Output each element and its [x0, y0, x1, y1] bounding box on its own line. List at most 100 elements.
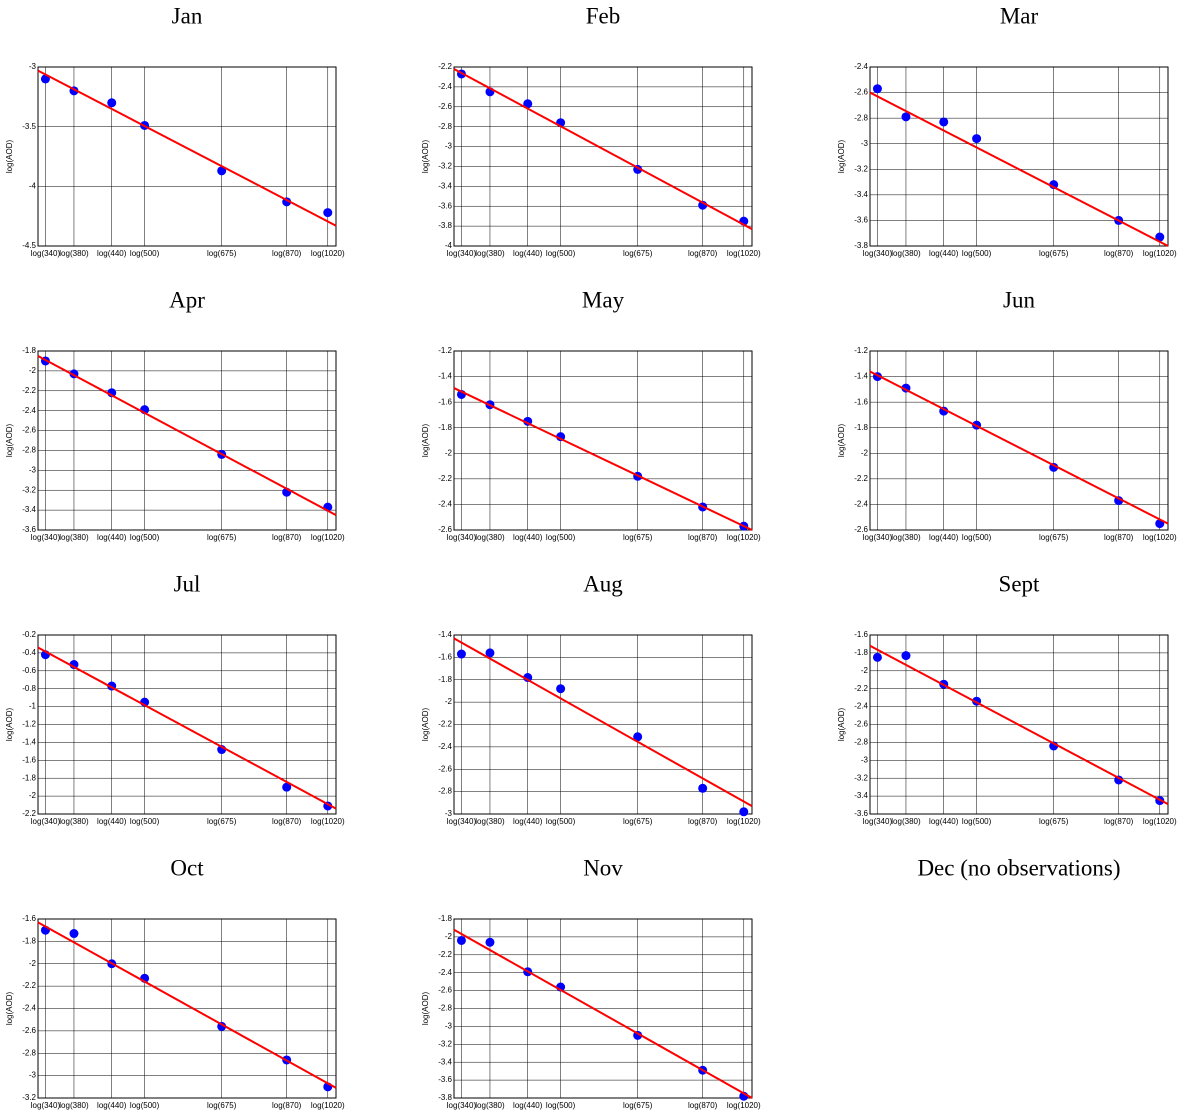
chart-title: May	[582, 287, 625, 312]
x-tick-label: log(1020)	[1143, 817, 1177, 826]
data-point	[872, 652, 882, 662]
x-tick-label: log(440)	[929, 817, 959, 826]
data-point	[633, 732, 643, 742]
x-tick-label: log(870)	[272, 249, 302, 258]
x-tick-label: log(380)	[475, 1101, 505, 1110]
y-tick-label: -3	[445, 1022, 453, 1031]
y-tick-label: -2.6	[854, 525, 868, 534]
y-axis-label: log(AOD)	[837, 423, 846, 457]
x-tick-label: log(675)	[1039, 249, 1069, 258]
x-tick-label: log(340)	[31, 533, 61, 542]
data-point	[523, 673, 533, 683]
y-tick-label: -3	[445, 142, 453, 151]
x-tick-label: log(500)	[546, 249, 576, 258]
data-point	[698, 783, 708, 793]
data-point	[901, 112, 911, 122]
y-tick-label: -3.2	[22, 1093, 36, 1102]
y-tick-label: -1.4	[438, 630, 452, 639]
data-point	[523, 99, 533, 109]
y-tick-label: -2.2	[438, 474, 452, 483]
x-tick-label: log(1020)	[727, 1101, 761, 1110]
y-tick-label: -2.2	[22, 386, 36, 395]
y-tick-label: -2.8	[22, 1048, 36, 1057]
y-tick-label: -1.6	[438, 652, 452, 661]
data-point	[739, 807, 749, 817]
x-tick-label: log(440)	[513, 249, 543, 258]
x-tick-label: log(380)	[475, 817, 505, 826]
data-point	[872, 84, 882, 94]
y-axis-label: log(AOD)	[837, 707, 846, 741]
x-tick-label: log(1020)	[311, 533, 345, 542]
y-tick-label: -1.8	[854, 648, 868, 657]
x-tick-label: log(380)	[59, 249, 89, 258]
y-tick-label: -3	[445, 809, 453, 818]
x-tick-label: log(340)	[863, 817, 893, 826]
x-tick-label: log(340)	[447, 817, 477, 826]
y-tick-label: -3.4	[438, 1057, 452, 1066]
x-tick-label: log(380)	[475, 533, 505, 542]
data-point	[901, 651, 911, 661]
y-tick-label: -3.6	[438, 1075, 452, 1084]
chart-title: Oct	[170, 855, 204, 880]
y-tick-label: -2.4	[854, 500, 868, 509]
x-tick-label: log(1020)	[1143, 533, 1177, 542]
x-tick-label: log(870)	[688, 249, 718, 258]
y-tick-label: -3.8	[854, 241, 868, 250]
data-point	[485, 937, 495, 947]
y-tick-label: -1.8	[854, 423, 868, 432]
x-tick-label: log(870)	[1104, 533, 1134, 542]
x-tick-label: log(675)	[1039, 533, 1069, 542]
y-tick-label: -2.4	[854, 62, 868, 71]
y-tick-label: -1.6	[22, 914, 36, 923]
y-tick-label: -3.4	[854, 791, 868, 800]
y-tick-label: -0.6	[22, 666, 36, 675]
x-tick-label: log(500)	[546, 1101, 576, 1110]
y-tick-label: -2	[29, 366, 37, 375]
y-axis-label: log(AOD)	[5, 423, 14, 457]
y-tick-label: -1.8	[22, 773, 36, 782]
y-tick-label: -2.2	[22, 981, 36, 990]
y-tick-label: -1.8	[438, 914, 452, 923]
y-tick-label: -2.6	[854, 88, 868, 97]
y-tick-label: -2.4	[438, 500, 452, 509]
chart-title: Dec (no observations)	[917, 855, 1120, 880]
x-tick-label: log(440)	[929, 249, 959, 258]
x-tick-label: log(440)	[97, 249, 127, 258]
plot-area	[454, 67, 752, 246]
y-tick-label: -3	[29, 62, 37, 71]
y-tick-label: -3.8	[438, 221, 452, 230]
y-tick-label: -1.8	[22, 346, 36, 355]
data-point	[107, 98, 117, 108]
y-tick-label: -3	[861, 139, 869, 148]
x-tick-label: log(440)	[513, 1101, 543, 1110]
x-tick-label: log(675)	[207, 533, 237, 542]
y-tick-label: -2.8	[438, 787, 452, 796]
y-tick-label: -3.6	[854, 216, 868, 225]
data-point	[556, 684, 566, 694]
y-tick-label: -3.6	[22, 525, 36, 534]
x-tick-label: log(1020)	[311, 817, 345, 826]
plot-frame	[869, 634, 1169, 815]
plot-frame	[453, 350, 753, 531]
y-tick-label: -3.8	[438, 1093, 452, 1102]
y-tick-label: -2.8	[438, 122, 452, 131]
y-tick-label: -2.2	[438, 62, 452, 71]
y-tick-label: -2.2	[854, 684, 868, 693]
y-tick-label: -1	[29, 702, 37, 711]
fit-line	[453, 387, 753, 531]
y-tick-label: -2	[861, 448, 869, 457]
y-tick-label: -3.4	[438, 181, 452, 190]
y-tick-label: -1.8	[22, 936, 36, 945]
chart-title: Nov	[583, 855, 623, 880]
x-tick-label: log(500)	[130, 1101, 160, 1110]
y-tick-label: -2.2	[438, 720, 452, 729]
fit-line	[869, 91, 1169, 247]
plot-frame	[37, 350, 337, 531]
chart-title: Mar	[1000, 3, 1039, 28]
y-tick-label: -1.2	[438, 346, 452, 355]
data-point	[972, 134, 982, 144]
y-tick-label: -3.5	[22, 122, 36, 131]
x-tick-label: log(380)	[59, 1101, 89, 1110]
x-tick-label: log(1020)	[311, 1101, 345, 1110]
